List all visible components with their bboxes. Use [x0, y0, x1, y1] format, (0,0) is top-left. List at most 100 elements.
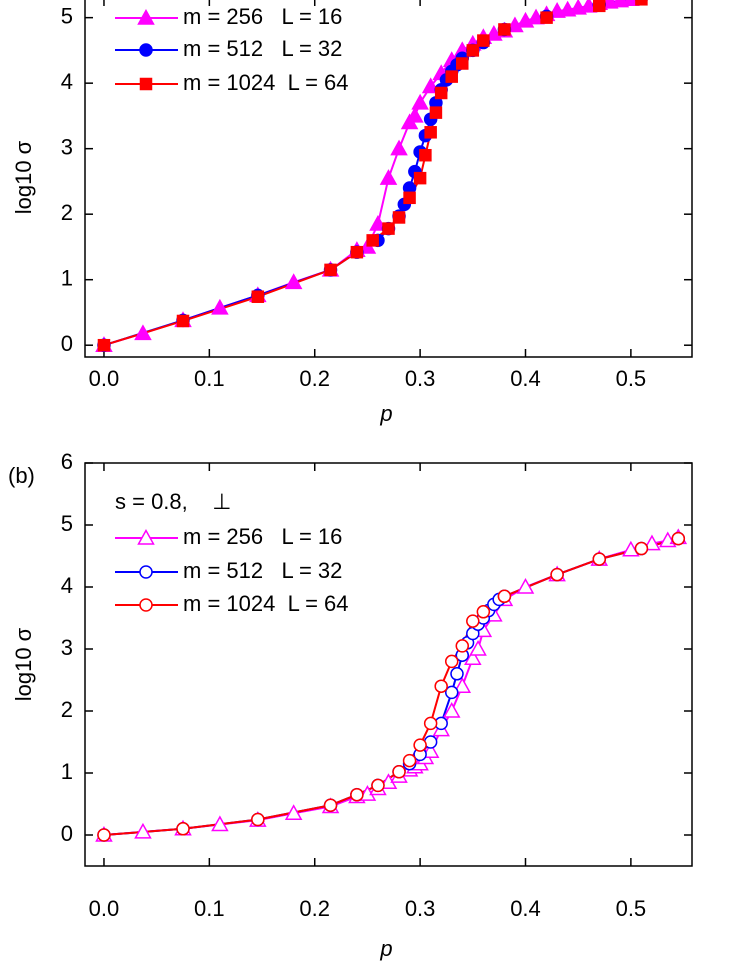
- data-point: [423, 716, 438, 731]
- data-point: [643, 534, 661, 551]
- y-tick-label: 3: [61, 635, 73, 660]
- data-point: [469, 639, 487, 656]
- data-point: [284, 804, 303, 821]
- y-axis-label: log10 σ: [11, 140, 36, 214]
- data-point: [592, 552, 607, 566]
- y-tick-label: 0: [61, 821, 73, 846]
- annotation: s = 0.8, ⊥: [115, 489, 231, 514]
- x-tick-label: 0.4: [510, 366, 541, 391]
- data-point: [211, 815, 229, 832]
- y-tick-label: 5: [61, 3, 73, 28]
- data-point: [455, 639, 470, 653]
- data-point: [497, 589, 512, 604]
- data-point: [444, 654, 459, 669]
- x-tick-label: 0.0: [89, 896, 120, 921]
- data-point: [402, 753, 417, 768]
- data-point: [550, 567, 564, 582]
- data-point: [622, 0, 640, 7]
- y-tick-label: 3: [61, 134, 73, 159]
- x-tick-label: 0.4: [510, 896, 541, 921]
- data-point: [498, 23, 511, 36]
- legend-marker: [139, 43, 153, 57]
- data-point: [371, 778, 385, 793]
- legend-marker: [139, 565, 153, 579]
- data-point: [392, 765, 406, 779]
- data-point: [464, 649, 482, 666]
- series-line: [103, 537, 679, 836]
- series-line: [103, 537, 679, 836]
- data-point: [434, 679, 448, 693]
- x-tick-label: 0.3: [405, 896, 436, 921]
- data-point: [413, 171, 427, 185]
- data-point: [369, 214, 387, 231]
- data-point: [350, 787, 364, 802]
- data-point: [211, 298, 229, 315]
- data-point: [466, 614, 480, 628]
- data-point: [476, 605, 491, 619]
- data-point: [406, 106, 424, 123]
- x-tick-label: 0.3: [405, 366, 436, 391]
- legend-label: m = 512 L = 32: [183, 558, 342, 583]
- data-point: [411, 93, 429, 110]
- data-point: [622, 540, 640, 557]
- y-tick-label: 1: [61, 759, 73, 784]
- data-point: [382, 222, 395, 235]
- data-point: [466, 44, 480, 57]
- data-point: [379, 169, 398, 185]
- legend-label: m = 256 L = 16: [183, 524, 342, 549]
- legend-label: m = 512 L = 32: [183, 36, 342, 61]
- legend-label: m = 1024 L = 64: [183, 70, 349, 95]
- x-tick-label: 0.1: [194, 366, 225, 391]
- data-point: [350, 245, 364, 259]
- y-tick-label: 6: [61, 449, 73, 474]
- x-tick-label: 0.5: [616, 896, 647, 921]
- y-tick-label: 2: [61, 200, 73, 225]
- legend-marker: [139, 77, 153, 91]
- data-point: [284, 273, 303, 290]
- data-point: [434, 86, 448, 100]
- data-point: [421, 742, 440, 759]
- data-point: [424, 126, 437, 139]
- data-point: [444, 685, 459, 700]
- data-point: [671, 531, 686, 546]
- y-tick-label: 2: [61, 697, 73, 722]
- legend-marker: [139, 598, 153, 612]
- data-point: [413, 738, 427, 752]
- data-point: [134, 822, 152, 839]
- legend-label: m = 256 L = 16: [183, 4, 342, 29]
- data-point: [450, 667, 464, 681]
- x-tick-label: 0.0: [89, 366, 120, 391]
- data-point: [366, 234, 379, 247]
- x-tick-label: 0.1: [194, 896, 225, 921]
- plot-frame: [84, 0, 693, 358]
- data-point: [445, 70, 458, 83]
- legend-marker: [137, 528, 155, 545]
- y-tick-label: 1: [61, 266, 73, 291]
- data-point: [421, 77, 440, 94]
- data-point: [477, 34, 490, 47]
- x-tick-label: 0.2: [299, 896, 330, 921]
- data-point: [593, 0, 606, 13]
- data-point: [516, 577, 535, 594]
- legend-label: m = 1024 L = 64: [183, 591, 349, 616]
- data-point: [323, 798, 338, 812]
- legend-marker: [137, 8, 155, 25]
- data-point: [419, 148, 432, 162]
- data-point: [453, 677, 472, 693]
- y-tick-label: 4: [61, 69, 73, 94]
- y-tick-label: 4: [61, 573, 73, 598]
- data-point: [134, 324, 152, 341]
- data-point: [392, 211, 406, 224]
- data-point: [456, 57, 469, 70]
- data-point: [634, 541, 649, 556]
- data-point: [97, 338, 111, 352]
- y-tick-label: 5: [61, 511, 73, 536]
- data-point: [442, 701, 461, 718]
- x-tick-label: 0.2: [299, 366, 330, 391]
- data-point: [403, 191, 416, 205]
- data-point: [176, 314, 190, 328]
- plot-frame: [84, 462, 693, 867]
- data-point: [251, 290, 265, 303]
- data-point: [390, 139, 408, 156]
